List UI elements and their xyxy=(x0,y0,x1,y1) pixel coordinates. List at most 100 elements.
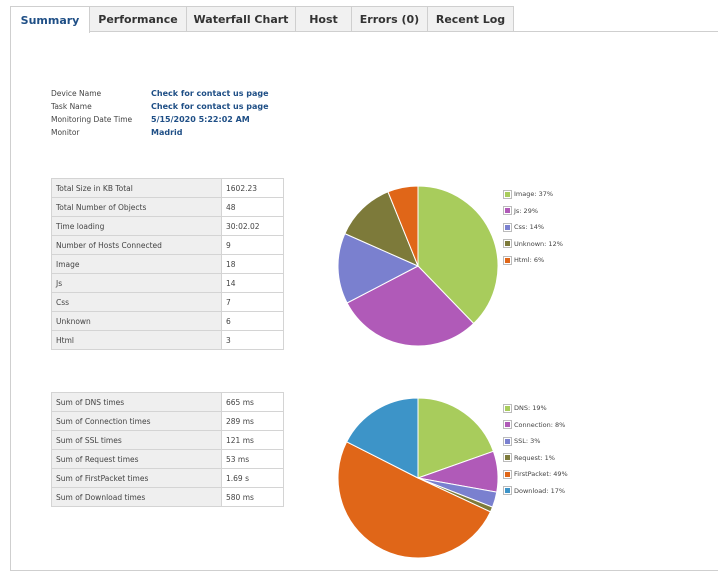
table-row: Total Number of Objects 48 xyxy=(51,197,284,217)
row-label: Time loading xyxy=(51,216,222,236)
row-value: 3 xyxy=(221,330,284,350)
info-value: Madrid xyxy=(151,128,183,137)
size-table: Total Size in KB Total 1602.23 Total Numb… xyxy=(51,178,284,350)
row-label: Number of Hosts Connected xyxy=(51,235,222,255)
info-label: Device Name xyxy=(51,89,102,98)
info-row-task-name: Task Name Check for contact us page xyxy=(51,100,269,113)
legend-item: Html: 6% xyxy=(503,252,563,269)
pie-slice xyxy=(345,397,419,479)
row-value: 48 xyxy=(221,197,284,217)
tab-bar: Summary Performance Waterfall Chart Host… xyxy=(10,6,514,33)
row-value: 121 ms xyxy=(221,430,284,450)
info-label: Task Name xyxy=(51,102,92,111)
info-value: Check for contact us page xyxy=(151,89,269,98)
legend-label: Request: 1% xyxy=(514,453,555,462)
row-value: 14 xyxy=(221,273,284,293)
table-row: Total Size in KB Total 1602.23 xyxy=(51,178,284,198)
tab-recent-log[interactable]: Recent Log xyxy=(427,6,514,31)
row-value: 6 xyxy=(221,311,284,331)
legend-item: Request: 1% xyxy=(503,450,568,467)
tab-performance[interactable]: Performance xyxy=(89,6,187,31)
row-label: Html xyxy=(51,330,222,350)
row-label: Sum of Connection times xyxy=(51,411,222,431)
row-value: 7 xyxy=(221,292,284,312)
row-label: Js xyxy=(51,273,222,293)
info-row-monitoring-date: Monitoring Date Time 5/15/2020 5:22:02 A… xyxy=(51,113,269,126)
tab-waterfall-chart[interactable]: Waterfall Chart xyxy=(186,6,296,31)
row-label: Unknown xyxy=(51,311,222,331)
size-pie-chart xyxy=(337,185,499,347)
pie-slice xyxy=(346,265,475,347)
table-row: Unknown 6 xyxy=(51,311,284,331)
row-label: Total Size in KB Total xyxy=(51,178,222,198)
info-label: Monitor xyxy=(51,128,80,137)
legend-swatch xyxy=(503,469,512,479)
legend-item: FirstPacket: 49% xyxy=(503,466,568,483)
legend-label: Image: 37% xyxy=(514,190,554,199)
legend-item: Css: 14% xyxy=(503,219,563,236)
pie-slice xyxy=(387,185,419,267)
legend-item: Image: 37% xyxy=(503,186,563,203)
row-value: 18 xyxy=(221,254,284,274)
pie-slice xyxy=(337,441,492,559)
table-row: Time loading 30:02.02 xyxy=(51,216,284,236)
legend-swatch xyxy=(503,420,512,430)
row-value: 30:02.02 xyxy=(221,216,284,236)
row-value: 665 ms xyxy=(221,392,284,412)
legend-label: Html: 6% xyxy=(514,256,545,265)
table-row: Sum of DNS times 665 ms xyxy=(51,392,284,412)
legend-item: Connection: 8% xyxy=(503,417,568,434)
device-info: Device Name Check for contact us page Ta… xyxy=(51,87,269,139)
table-row: Sum of Request times 53 ms xyxy=(51,449,284,469)
pie-slice xyxy=(417,185,499,325)
table-row: Image 18 xyxy=(51,254,284,274)
row-label: Total Number of Objects xyxy=(51,197,222,217)
info-row-monitor: Monitor Madrid xyxy=(51,126,269,139)
row-label: Sum of SSL times xyxy=(51,430,222,450)
row-value: 580 ms xyxy=(221,487,284,507)
info-value: Check for contact us page xyxy=(151,102,269,111)
table-row: Sum of FirstPacket times 1.69 s xyxy=(51,468,284,488)
tab-host[interactable]: Host xyxy=(295,6,352,31)
row-label: Sum of FirstPacket times xyxy=(51,468,222,488)
row-value: 1602.23 xyxy=(221,178,284,198)
row-value: 53 ms xyxy=(221,449,284,469)
pie-slice xyxy=(344,191,419,267)
table-row: Sum of SSL times 121 ms xyxy=(51,430,284,450)
info-label: Monitoring Date Time xyxy=(51,115,133,124)
legend-swatch xyxy=(503,453,512,463)
legend-swatch xyxy=(503,486,512,496)
row-label: Image xyxy=(51,254,222,274)
tab-summary[interactable]: Summary xyxy=(10,6,90,33)
row-label: Sum of Request times xyxy=(51,449,222,469)
legend-label: Download: 17% xyxy=(514,486,566,495)
legend-label: DNS: 19% xyxy=(514,404,547,413)
timing-pie-legend: DNS: 19% Connection: 8% SSL: 3% Request: 1%… xyxy=(503,400,568,499)
table-row: Css 7 xyxy=(51,292,284,312)
pie-slice xyxy=(337,232,420,304)
legend-item: Unknown: 12% xyxy=(503,236,563,253)
row-label: Sum of DNS times xyxy=(51,392,222,412)
legend-label: Css: 14% xyxy=(514,223,545,232)
tab-errors[interactable]: Errors (0) xyxy=(351,6,428,31)
timing-pie-chart xyxy=(337,397,499,559)
legend-swatch xyxy=(503,255,512,265)
legend-item: Js: 29% xyxy=(503,203,563,220)
legend-swatch xyxy=(503,206,512,216)
info-value: 5/15/2020 5:22:02 AM xyxy=(151,115,250,124)
legend-label: SSL: 3% xyxy=(514,437,541,446)
table-row: Sum of Connection times 289 ms xyxy=(51,411,284,431)
table-row: Number of Hosts Connected 9 xyxy=(51,235,284,255)
row-value: 289 ms xyxy=(221,411,284,431)
legend-label: Js: 29% xyxy=(514,206,539,215)
table-row: Html 3 xyxy=(51,330,284,350)
legend-label: Connection: 8% xyxy=(514,420,566,429)
legend-swatch xyxy=(503,436,512,446)
row-value: 9 xyxy=(221,235,284,255)
row-value: 1.69 s xyxy=(221,468,284,488)
legend-swatch xyxy=(503,239,512,249)
legend-swatch xyxy=(503,222,512,232)
legend-swatch xyxy=(503,189,512,199)
legend-item: DNS: 19% xyxy=(503,400,568,417)
table-row: Js 14 xyxy=(51,273,284,293)
